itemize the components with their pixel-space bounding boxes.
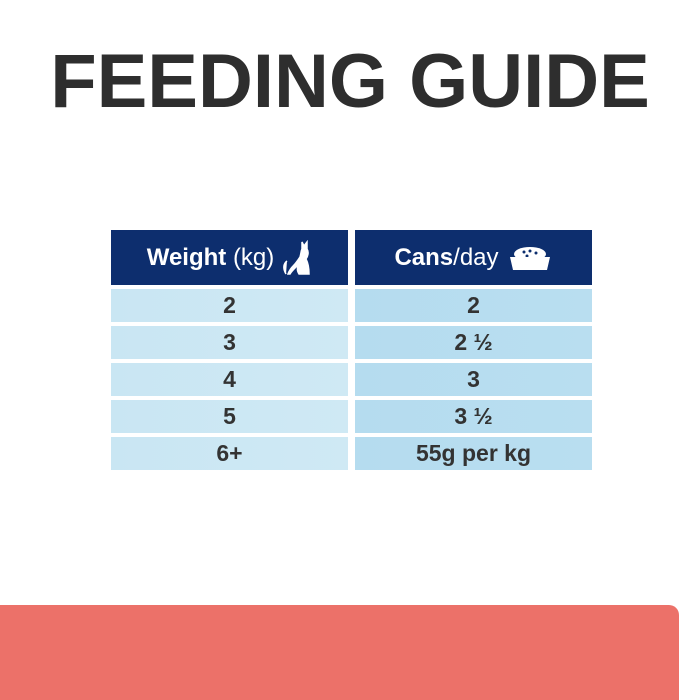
page-title: FEEDING GUIDE (50, 39, 650, 124)
food-bowl-icon (509, 246, 550, 270)
table-row: 3 (355, 363, 592, 396)
table-row: 5 (111, 400, 348, 433)
table-row: 55g per kg (355, 437, 592, 470)
weight-header: Weight (kg) (111, 230, 348, 285)
coral-banner (0, 605, 679, 700)
cans-header-unit: /day (453, 243, 499, 271)
cans-column: Cans/day 2 2 ½ 3 3 ½ 55g per kg (355, 230, 592, 470)
weight-header-label: Weight (146, 243, 227, 271)
weight-header-unit: (kg) (232, 243, 275, 271)
cans-header: Cans/day (355, 230, 592, 285)
cat-icon (283, 239, 311, 275)
table-row: 6+ (111, 437, 348, 470)
table-row: 2 (355, 289, 592, 322)
table-row: 2 (111, 289, 348, 322)
table-row: 3 ½ (355, 400, 592, 433)
table-row: 2 ½ (355, 326, 592, 359)
cans-header-label: Cans (394, 243, 454, 271)
table-row: 3 (111, 326, 348, 359)
table-row: 4 (111, 363, 348, 396)
weight-column: Weight (kg) 2 3 4 5 6+ (111, 230, 348, 470)
